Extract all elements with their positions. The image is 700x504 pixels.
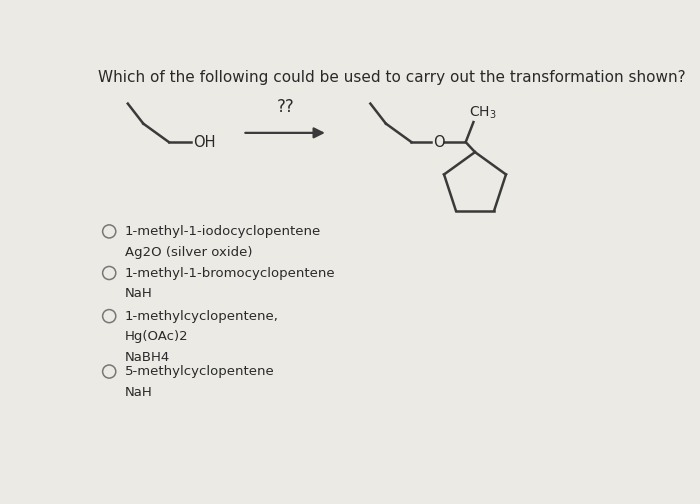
- Text: 1-methyl-1-iodocyclopentene: 1-methyl-1-iodocyclopentene: [125, 225, 321, 238]
- Text: 5-methylcyclopentene: 5-methylcyclopentene: [125, 365, 274, 378]
- Text: Ag2O (silver oxide): Ag2O (silver oxide): [125, 246, 252, 259]
- Text: ??: ??: [276, 98, 294, 116]
- Text: 1-methyl-1-bromocyclopentene: 1-methyl-1-bromocyclopentene: [125, 267, 335, 280]
- Text: OH: OH: [193, 135, 216, 150]
- Text: Which of the following could be used to carry out the transformation shown?: Which of the following could be used to …: [97, 70, 685, 85]
- Text: 1-methylcyclopentene,: 1-methylcyclopentene,: [125, 309, 279, 323]
- Text: O: O: [433, 135, 444, 150]
- Text: NaBH4: NaBH4: [125, 351, 170, 364]
- Text: Hg(OAc)2: Hg(OAc)2: [125, 331, 188, 343]
- Text: NaH: NaH: [125, 287, 153, 300]
- Text: NaH: NaH: [125, 386, 153, 399]
- Text: CH$_3$: CH$_3$: [469, 104, 496, 120]
